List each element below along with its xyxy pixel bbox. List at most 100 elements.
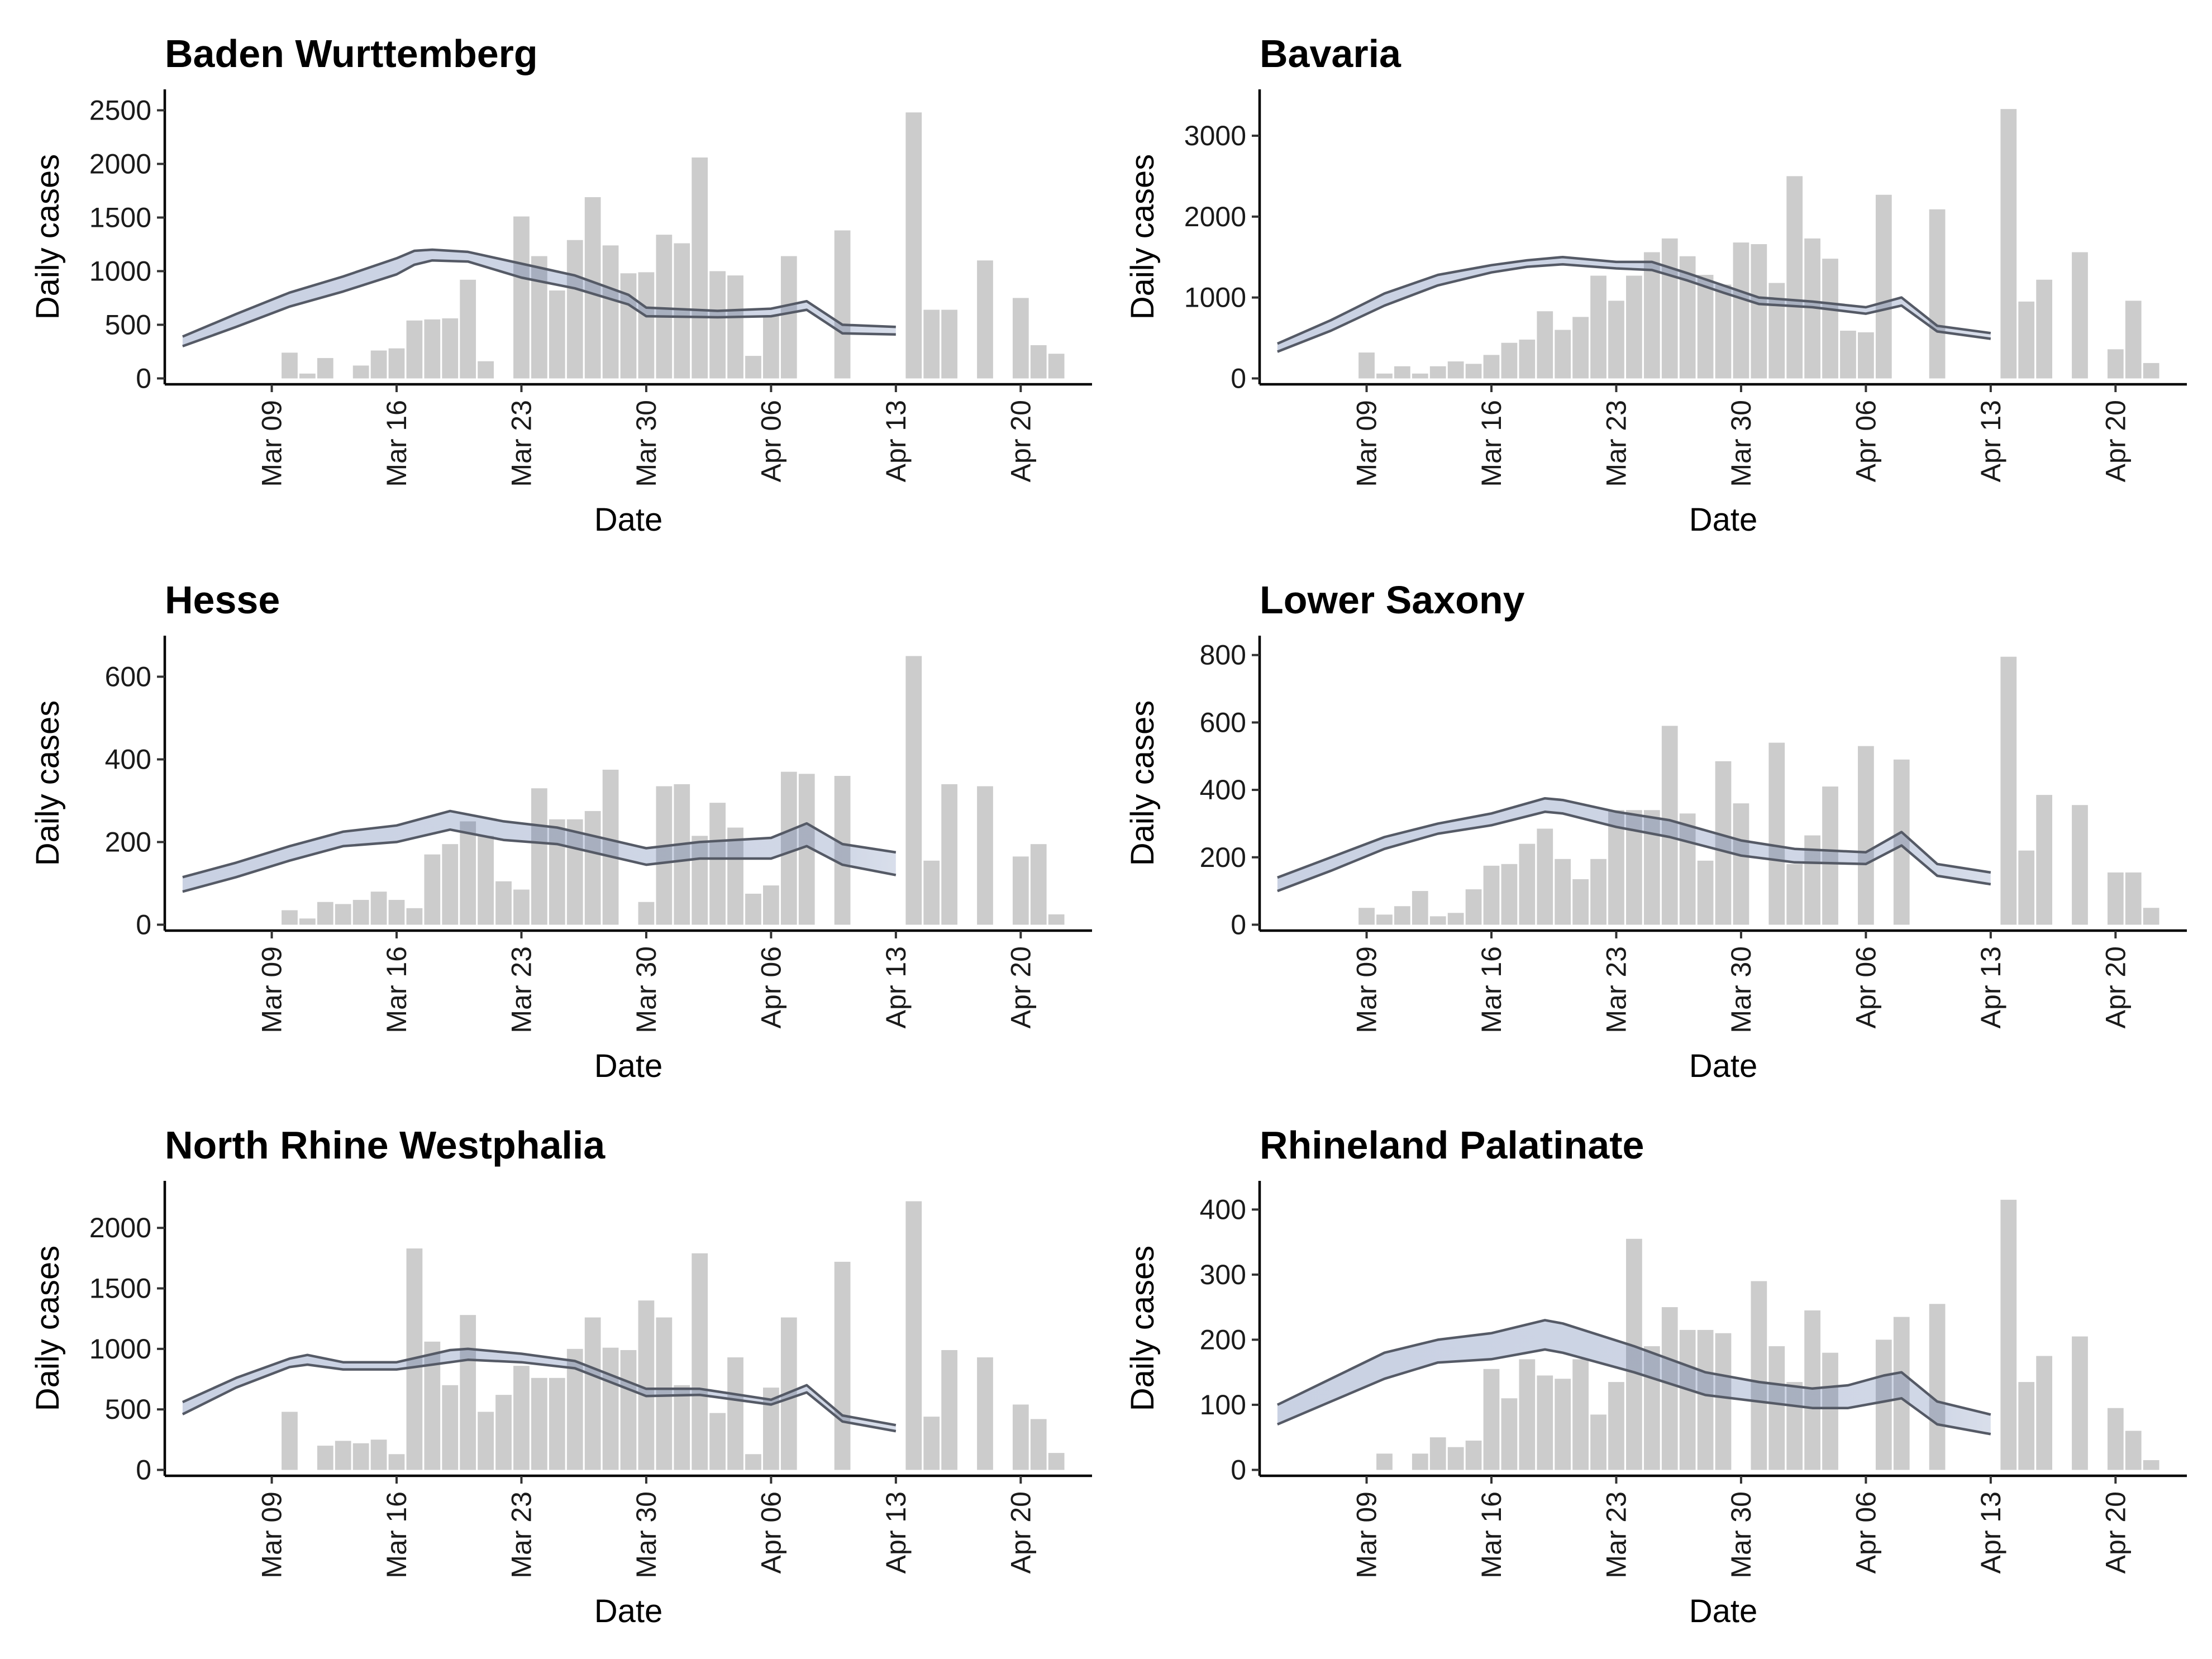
data-bar [2125,301,2142,379]
data-bar [460,279,476,379]
data-bar [584,811,601,925]
data-bar [1376,914,1393,925]
data-bar [442,844,459,925]
x-tick-label: Mar 30 [631,400,662,487]
y-tick-label: 1500 [89,1273,151,1304]
data-bar [905,1201,922,1470]
data-bar [1394,906,1410,925]
data-bar [1465,889,1482,925]
data-bar [1447,361,1464,379]
data-bar [352,365,369,379]
data-bar [370,350,387,379]
y-tick-label: 0 [136,1454,151,1485]
data-bar [834,230,851,379]
data-bar [2072,252,2088,379]
x-tick-label: Mar 16 [1476,1491,1507,1579]
data-bar [388,1454,405,1470]
y-tick-label: 3000 [1184,120,1246,151]
estimate-band [1277,1320,1991,1434]
data-bar [513,216,530,379]
x-tick-label: Apr 20 [1005,946,1036,1028]
y-tick-label: 300 [1200,1259,1246,1290]
data-bar [763,885,779,925]
upper-bound-line [182,248,896,338]
data-bar [1751,244,1767,379]
data-bar [370,892,387,925]
data-bar [709,803,726,925]
data-bar [531,1377,547,1470]
data-bar [1697,1329,1714,1470]
estimate-band [182,811,896,892]
x-tick-label: Apr 06 [755,1491,786,1574]
x-tick-label: Apr 13 [1975,400,2006,482]
y-tick-label: 200 [105,826,151,857]
data-bar [1751,1281,1767,1470]
x-tick-label: Mar 16 [1476,946,1507,1033]
data-bar [745,893,761,925]
data-bar [638,1300,655,1470]
data-bar [1661,238,1678,379]
data-bar [1519,1359,1536,1470]
data-bar [1048,914,1065,925]
y-tick-label: 500 [105,309,151,340]
y-tick-label: 800 [1200,640,1246,671]
data-bar [638,902,655,925]
y-axis-title: Daily cases [30,1246,66,1412]
data-bar [478,1412,494,1470]
data-bar [1358,908,1375,925]
y-axis-title: Daily cases [30,154,66,320]
upper-bound-line [1276,1319,1991,1416]
x-tick-label: Mar 30 [1725,400,1757,487]
data-bar [620,273,637,379]
x-tick-label: Apr 20 [2100,1491,2131,1574]
upper-bound-line [182,1347,897,1427]
data-bar [1447,913,1464,925]
data-bar [1875,194,1892,379]
data-bar [2107,1408,2124,1470]
data-bar [1483,355,1500,379]
x-tick-label: Apr 06 [755,946,786,1028]
x-tick-label: Apr 06 [1850,946,1881,1028]
y-tick-label: 1000 [1184,282,1246,313]
data-bar [2000,109,2017,379]
data-bar [1626,275,1642,379]
data-bar [2107,349,2124,379]
y-tick-label: 200 [1200,842,1246,873]
data-bar [1590,275,1606,379]
data-bar [317,902,333,925]
data-bar [352,1443,369,1470]
data-bar [1030,1419,1047,1470]
y-tick-label: 0 [1231,363,1246,394]
x-tick-label: Apr 06 [755,400,786,482]
y-tick-label: 1000 [89,1333,151,1365]
x-tick-label: Apr 20 [2100,946,2131,1028]
data-bar [1376,1453,1393,1470]
data-bar [2018,1382,2035,1470]
x-tick-label: Mar 09 [256,400,288,487]
y-axis-title: Daily cases [30,700,66,866]
data-bar [1768,742,1785,925]
y-tick-label: 2000 [89,1212,151,1243]
x-tick-label: Apr 20 [1005,1491,1036,1574]
x-tick-label: Mar 30 [631,946,662,1033]
panel-title: Hesse [165,578,280,622]
data-bar [2036,279,2052,379]
y-tick-label: 0 [1231,1454,1246,1485]
x-tick-label: Apr 13 [1975,1491,2006,1574]
x-tick-label: Mar 09 [256,946,288,1033]
data-bar [1768,1346,1785,1470]
y-tick-label: 1000 [89,255,151,287]
data-bar [763,316,779,379]
data-bar [1929,1304,1946,1470]
data-bar [692,157,708,379]
upper-bound-line [1277,797,1991,879]
y-axis-title: Daily cases [1124,154,1161,320]
data-bar [1929,209,1946,379]
data-bar [2143,908,2159,925]
data-bar [1519,339,1536,379]
x-axis-title: Date [594,1048,663,1084]
x-axis-title: Date [1689,1593,1758,1629]
data-bar [834,1261,851,1470]
x-tick-label: Mar 09 [256,1491,288,1579]
data-bar [1679,1329,1696,1470]
